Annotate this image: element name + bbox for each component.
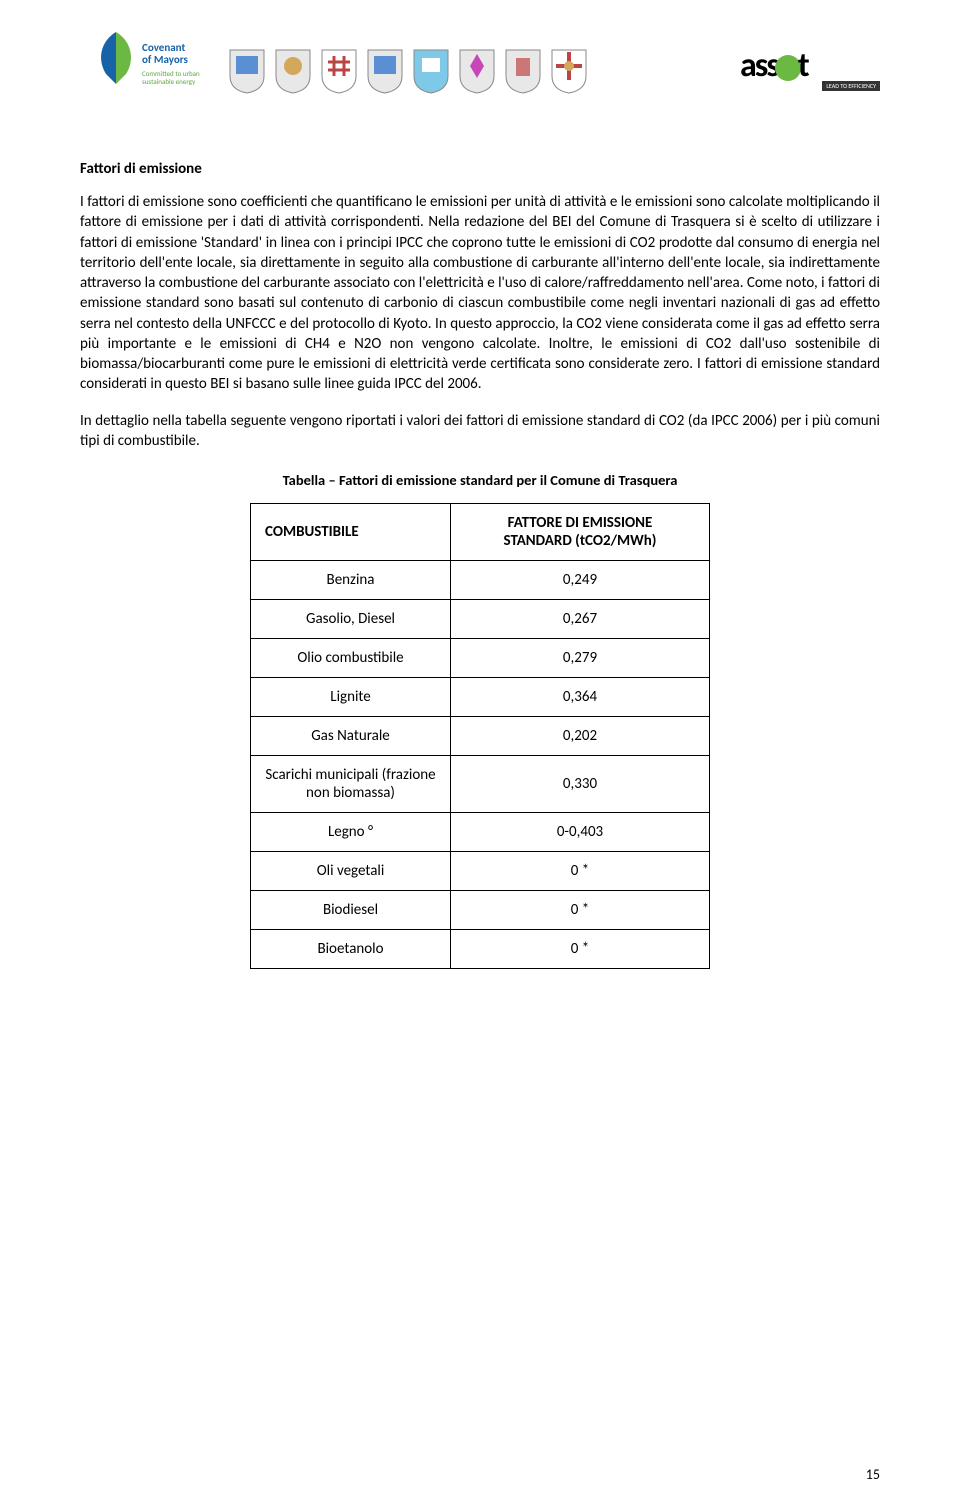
factor-cell: 0,330 <box>451 756 710 813</box>
fuel-cell: Gas Naturale <box>251 717 451 756</box>
paragraph-2: In dettaglio nella tabella seguente veng… <box>80 411 880 452</box>
table-row: Benzina0,249 <box>251 561 710 600</box>
table-row: Scarichi municipali (frazione non biomas… <box>251 756 710 813</box>
factor-cell: 0-0,403 <box>451 813 710 852</box>
table-row: Gasolio, Diesel0,267 <box>251 600 710 639</box>
table-row: Biodiesel0 * <box>251 891 710 930</box>
fuel-cell: Olio combustibile <box>251 639 451 678</box>
fuel-cell: Lignite <box>251 678 451 717</box>
municipality-shield-2 <box>274 46 312 94</box>
factor-cell: 0,364 <box>451 678 710 717</box>
table-row: Lignite0,364 <box>251 678 710 717</box>
factor-cell: 0 * <box>451 852 710 891</box>
covenant-of-mayors-logo: Covenantof Mayors Committed to urbansust… <box>80 30 210 110</box>
col-header-factor-line1: FATTORE DI EMISSIONE <box>508 514 653 532</box>
table-row: Bioetanolo0 * <box>251 930 710 969</box>
asset-logo-text: asst <box>740 45 808 86</box>
page-number: 15 <box>866 1466 880 1483</box>
asset-logo-tagline: LEAD TO EFFICIENCY <box>822 81 880 91</box>
table-caption: Tabella – Fattori di emissione standard … <box>80 471 880 489</box>
municipality-shield-3 <box>320 46 358 94</box>
fuel-cell: Biodiesel <box>251 891 451 930</box>
emission-factors-table: COMBUSTIBILE FATTORE DI EMISSIONE STANDA… <box>250 503 710 969</box>
asset-logo: asst LEAD TO EFFICIENCY <box>740 45 880 95</box>
fuel-cell: Scarichi municipali (frazione non biomas… <box>251 756 451 813</box>
municipality-shield-6 <box>458 46 496 94</box>
factor-cell: 0 * <box>451 930 710 969</box>
fuel-cell: Legno ° <box>251 813 451 852</box>
fuel-cell: Oli vegetali <box>251 852 451 891</box>
fuel-cell: Benzina <box>251 561 451 600</box>
covenant-title: Covenantof Mayors <box>142 42 188 66</box>
factor-cell: 0 * <box>451 891 710 930</box>
section-title: Fattori di emissione <box>80 160 880 178</box>
header-logo-row: Covenantof Mayors Committed to urbansust… <box>80 30 880 110</box>
municipality-shield-7 <box>504 46 542 94</box>
col-header-factor: FATTORE DI EMISSIONE STANDARD (tCO2/MWh) <box>451 504 710 561</box>
factor-cell: 0,202 <box>451 717 710 756</box>
table-row: Legno °0-0,403 <box>251 813 710 852</box>
municipality-shield-4 <box>366 46 404 94</box>
factor-cell: 0,249 <box>451 561 710 600</box>
table-header-row: COMBUSTIBILE FATTORE DI EMISSIONE STANDA… <box>251 504 710 561</box>
col-header-factor-line2: STANDARD (tCO2/MWh) <box>504 532 657 550</box>
factor-cell: 0,267 <box>451 600 710 639</box>
fuel-cell: Gasolio, Diesel <box>251 600 451 639</box>
table-row: Oli vegetali0 * <box>251 852 710 891</box>
table-row: Olio combustibile0,279 <box>251 639 710 678</box>
covenant-subtitle: Committed to urbansustainable energy <box>142 70 200 85</box>
col-header-fuel: COMBUSTIBILE <box>251 504 451 561</box>
municipality-shield-8 <box>550 46 588 94</box>
municipality-shield-1 <box>228 46 266 94</box>
leaf-icon <box>92 30 140 86</box>
table-row: Gas Naturale0,202 <box>251 717 710 756</box>
fuel-cell: Bioetanolo <box>251 930 451 969</box>
municipality-shield-5 <box>412 46 450 94</box>
paragraph-1: I fattori di emissione sono coefficienti… <box>80 192 880 395</box>
factor-cell: 0,279 <box>451 639 710 678</box>
